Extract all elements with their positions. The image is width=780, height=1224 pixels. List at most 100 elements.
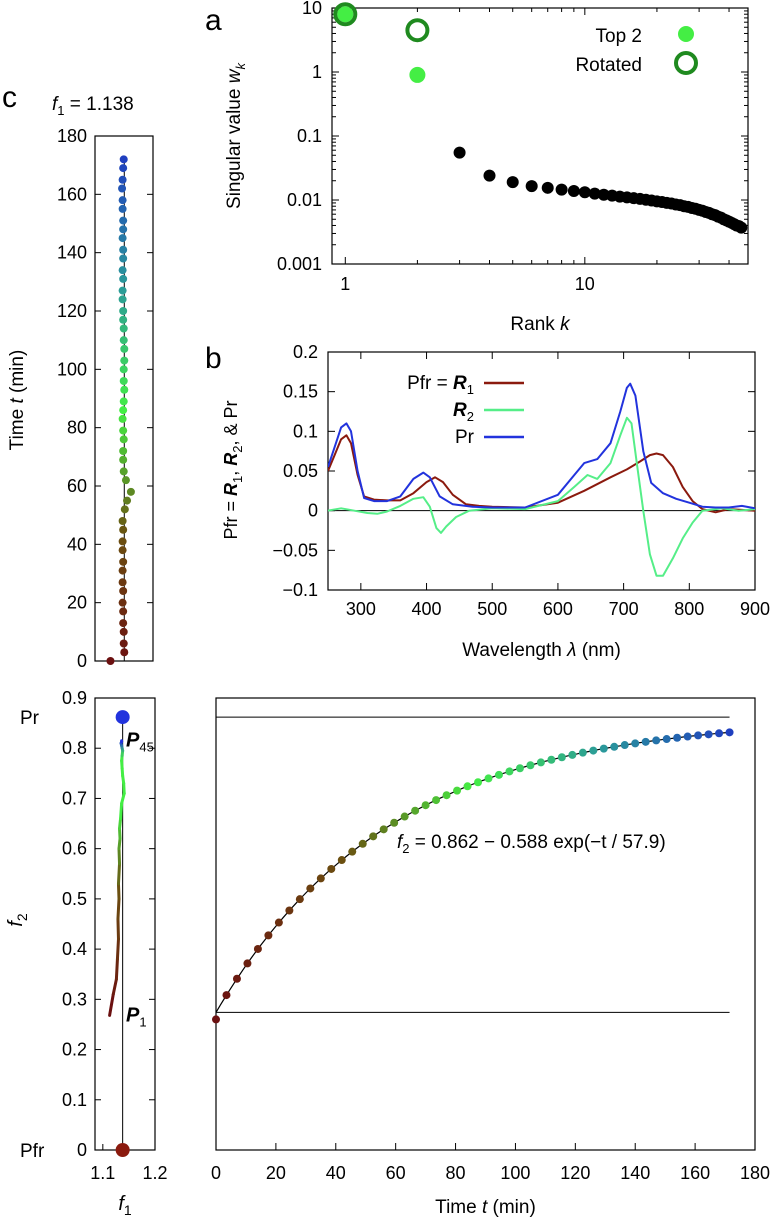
data-point [222,991,231,1000]
data-point [264,931,273,940]
data-point [348,847,357,856]
data-point [119,639,128,648]
x-tick-label: 0 [211,1163,221,1183]
data-point-top2 [409,66,426,83]
data-point [620,741,629,750]
panel-letter-b: b [205,342,222,375]
data-point [725,728,734,737]
data-point-rotated [333,2,358,27]
data-point [120,344,129,353]
data-point [118,184,127,193]
data-point [369,832,378,841]
y-tick-label: 0.05 [283,461,318,481]
data-point [327,864,336,873]
data-point [505,767,514,776]
data-point [118,286,127,295]
data-point [118,204,127,213]
y-tick-label: 80 [67,418,87,438]
data-point [484,774,493,783]
y-tick-label: 0 [308,501,318,521]
data-point [379,825,388,834]
legend-marker-top2 [678,26,694,42]
plot-frame [331,7,749,265]
data-point [274,918,283,927]
y-tick-label: 0.2 [293,342,318,362]
data-point-remaining [483,169,496,182]
data-point-remaining [453,146,466,159]
trajectory-segment [116,862,122,886]
data-point [652,736,661,745]
y-tick-label: 0.1 [293,421,318,441]
data-point [119,525,128,534]
x-tick-label: 160 [680,1163,710,1183]
x-tick-label: 80 [446,1163,466,1183]
y-tick-label: 0.15 [283,382,318,402]
chart-d-f2-vs-time: 0 20 40 60 80 100 120 140 160 180 Time t (min) f2 =… [211,697,770,1218]
trajectory-segment [116,897,121,921]
x-tick-label: 900 [740,599,770,619]
panel-letter-a: a [205,4,222,37]
point-label-p1: P1 [126,1004,147,1029]
trajectory-segment [114,957,119,981]
data-point [515,764,524,773]
data-point [232,974,241,983]
data-point [578,748,587,757]
data-point [119,315,128,324]
data-point [715,729,724,738]
data-point [118,546,127,555]
data-point [390,818,399,827]
data-point [119,397,128,406]
data-point-top2 [337,6,354,23]
y-tick-label: 0.3 [62,989,87,1009]
data-point [683,732,692,741]
y-tick-label: 0 [77,651,87,671]
y-tick-label: 0.7 [62,788,87,808]
y-tick-label: 0.1 [297,126,322,146]
y-tick-label: 0.8 [62,738,87,758]
data-point [119,155,128,164]
fit-curve [215,731,729,1013]
endpoint-pfr [115,1143,130,1157]
data-point [119,307,128,315]
legend-pfr-r1-label: Pfr = R1 [407,373,474,397]
data-point [641,737,650,746]
data-point [673,733,682,742]
y-tick-label: 120 [57,301,87,321]
x-tick-label: 10 [575,274,595,294]
data-point-rotated [405,18,430,43]
data-point [118,175,127,184]
data-point [118,578,127,587]
panel-letter-c: c [2,81,17,114]
data-point-remaining [588,187,601,200]
data-point [316,874,325,883]
chart-c-f2-vs-f1: 0 0.1 0.2 0.3 0.4 0.5 0.6 0.7 0.8 0.9 1.1 1.2 Pr Pfr f… [5,688,168,1218]
data-point-remaining [525,180,538,193]
data-point [119,426,128,435]
data-point [121,476,130,485]
y-axis-label: Time t (min) [7,350,28,451]
x-tick-label: 1.1 [90,1163,115,1183]
panel-c-title: f1 = 1.138 [52,94,134,118]
data-point [694,731,703,740]
x-tick-label: 800 [674,599,704,619]
data-point [120,356,129,365]
y-tick-label: 180 [57,126,87,146]
data-point [119,254,128,263]
y-tick-label: 140 [57,243,87,263]
chart-c-f1-vs-time: f1 = 1.138 0 20 40 60 80 100 120 140 160 180 Time t… [7,94,154,671]
data-point [400,812,409,821]
plot-frame [215,697,756,1151]
data-point [118,537,127,546]
data-point [119,435,128,444]
legend-pr-label: Pr [455,427,475,448]
data-point [119,377,128,385]
trajectory-segment [119,801,124,821]
x-tick-label: 20 [266,1163,286,1183]
data-point [704,730,713,739]
data-point-remaining [578,186,591,199]
data-point [662,735,671,744]
data-point [119,627,128,636]
data-point [474,778,483,787]
data-point [119,274,128,283]
